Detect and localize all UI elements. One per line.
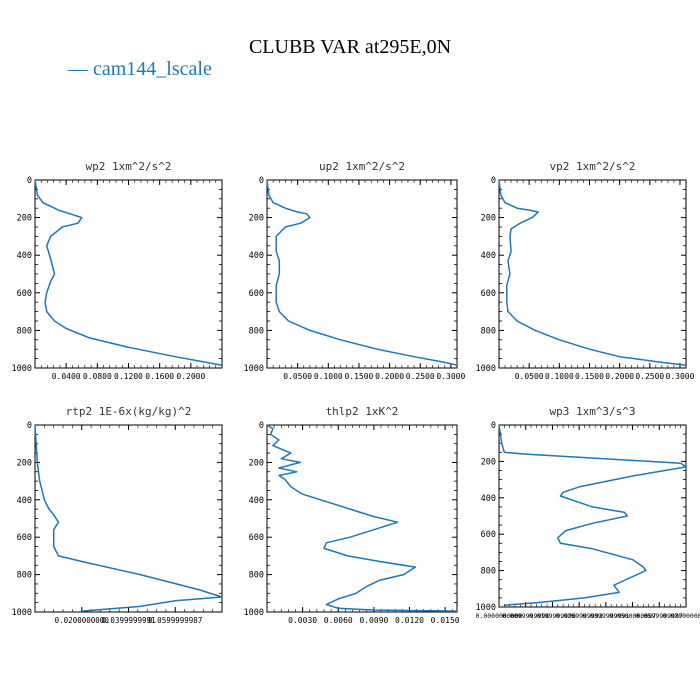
y-tick-label: 200 bbox=[249, 458, 264, 468]
x-tick-label: 0.0060 bbox=[324, 616, 353, 625]
panel-title: vp2 1xm^2/s^2 bbox=[549, 160, 635, 173]
y-tick-label: 0 bbox=[259, 176, 264, 186]
y-tick-label: 200 bbox=[481, 214, 496, 224]
x-tick-label: 0.0700000003 bbox=[663, 612, 700, 620]
plot-frame bbox=[34, 424, 223, 613]
series-line bbox=[498, 179, 687, 366]
y-tick-label: 400 bbox=[17, 496, 32, 506]
y-tick-label: 800 bbox=[17, 326, 32, 336]
panel-title: rtp2 1E-6x(kg/kg)^2 bbox=[66, 405, 192, 418]
legend-entry: — cam144_lscale bbox=[68, 58, 212, 81]
panel-5: thlp2 1xK^2 0 200 400 600 800 1000 0.0030 0.0060… bbox=[244, 405, 460, 625]
panel-1: wp2 1xm^2/s^2 0 200 400 600 800 1000 0.0400 0.08… bbox=[12, 160, 223, 381]
panel-3: vp2 1xm^2/s^2 0 200 400 600 800 1000 0.0500 0.10… bbox=[476, 160, 695, 381]
y-tick-label: 1000 bbox=[476, 364, 496, 374]
y-tick-label: 600 bbox=[17, 533, 32, 543]
x-tick-label: 0.3000 bbox=[666, 372, 695, 381]
x-tick-label: 0.0599999987 bbox=[636, 612, 683, 620]
x-tick-label: 0.1500 bbox=[575, 372, 604, 381]
x-tick-label: 0.0000000000 bbox=[476, 612, 523, 620]
x-tick-label: 0.1600 bbox=[145, 372, 174, 381]
panel-4: rtp2 1E-6x(kg/kg)^2 0 200 400 600 800 1000 0.02… bbox=[12, 405, 223, 625]
chart-title: CLUBB VAR at295E,0N bbox=[248, 36, 452, 58]
y-tick-label: 400 bbox=[17, 251, 32, 261]
x-tick-label: 0.0200000000 bbox=[55, 616, 110, 625]
y-tick-label: 400 bbox=[249, 251, 264, 261]
series-line bbox=[266, 424, 458, 612]
y-tick-label: 200 bbox=[249, 214, 264, 224]
x-tick-label: 0.2500 bbox=[635, 372, 664, 381]
plot-frame bbox=[266, 179, 458, 369]
y-tick-label: 800 bbox=[481, 326, 496, 336]
x-tick-label: 0.3000 bbox=[436, 372, 465, 381]
y-tick-label: 400 bbox=[481, 251, 496, 261]
y-tick-label: 0 bbox=[27, 421, 32, 431]
x-tick-label: 0.2500 bbox=[406, 372, 435, 381]
y-tick-label: 800 bbox=[17, 571, 32, 581]
y-tick-label: 400 bbox=[249, 496, 264, 506]
y-tick-label: 200 bbox=[481, 457, 496, 467]
x-tick-label: 0.0399999991 bbox=[582, 612, 629, 620]
y-tick-label: 800 bbox=[249, 326, 264, 336]
y-tick-label: 1000 bbox=[12, 608, 32, 618]
y-tick-label: 1000 bbox=[12, 364, 32, 374]
y-tick-label: 0 bbox=[27, 176, 32, 186]
plot-frame bbox=[266, 424, 458, 613]
y-tick-label: 1000 bbox=[244, 608, 264, 618]
plot-frame bbox=[498, 424, 687, 608]
series-line bbox=[34, 424, 223, 612]
panel-title: wp2 1xm^2/s^2 bbox=[85, 160, 171, 173]
x-tick-label: 0.0500 bbox=[283, 372, 312, 381]
y-tick-label: 400 bbox=[481, 494, 496, 504]
x-tick-label: 0.2000 bbox=[176, 372, 205, 381]
y-tick-label: 600 bbox=[17, 289, 32, 299]
x-tick-label: 0.0150 bbox=[431, 616, 460, 625]
y-tick-label: 0 bbox=[491, 176, 496, 186]
x-tick-label: 0.1000 bbox=[545, 372, 574, 381]
panel-title: thlp2 1xK^2 bbox=[326, 405, 399, 418]
plot-frame bbox=[34, 179, 223, 369]
x-tick-label: 0.1200 bbox=[114, 372, 143, 381]
x-tick-label: 0.0099999998 bbox=[502, 612, 549, 620]
y-tick-label: 200 bbox=[17, 458, 32, 468]
panel-6: wp3 1xm^3/s^3 0 200 400 600 800 10000.00000000… bbox=[476, 405, 700, 620]
plot-frame bbox=[498, 179, 687, 369]
y-tick-label: 600 bbox=[249, 533, 264, 543]
x-tick-label: 0.2000 bbox=[605, 372, 634, 381]
x-tick-label: 0.0299999993 bbox=[556, 612, 603, 620]
y-tick-label: 200 bbox=[17, 214, 32, 224]
y-tick-label: 800 bbox=[249, 571, 264, 581]
panel-title: up2 1xm^2/s^2 bbox=[319, 160, 405, 173]
legend-label: cam144_lscale bbox=[93, 58, 212, 80]
panel-title: wp3 1xm^3/s^3 bbox=[549, 405, 635, 418]
y-tick-label: 600 bbox=[481, 289, 496, 299]
legend-line-glyph: — bbox=[68, 58, 88, 80]
x-tick-label: 0.0030 bbox=[288, 616, 317, 625]
x-tick-label: 0.0800 bbox=[83, 372, 112, 381]
x-tick-label: 0.0500 bbox=[515, 372, 544, 381]
x-tick-label: 0.0599999987 bbox=[148, 616, 202, 625]
series-line bbox=[34, 179, 223, 366]
x-tick-label: 0.1000 bbox=[314, 372, 343, 381]
y-tick-label: 800 bbox=[481, 567, 496, 577]
y-tick-label: 600 bbox=[481, 530, 496, 540]
y-tick-label: 0 bbox=[491, 421, 496, 431]
series-line bbox=[266, 179, 458, 366]
x-tick-label: 0.1500 bbox=[344, 372, 373, 381]
x-tick-label: 0.0120 bbox=[395, 616, 424, 625]
y-tick-label: 1000 bbox=[244, 364, 264, 374]
series-line bbox=[498, 424, 687, 606]
x-tick-label: 0.0500000007 bbox=[609, 612, 656, 620]
y-tick-label: 0 bbox=[259, 421, 264, 431]
panel-2: up2 1xm^2/s^2 0 200 400 600 800 1000 0.0500 0.10… bbox=[244, 160, 466, 381]
x-tick-label: 0.0400 bbox=[52, 372, 81, 381]
x-tick-label: 0.2000 bbox=[375, 372, 404, 381]
y-tick-label: 600 bbox=[249, 289, 264, 299]
x-tick-label: 0.0199999996 bbox=[529, 612, 576, 620]
y-tick-label: 1000 bbox=[476, 603, 496, 613]
x-tick-label: 0.0090 bbox=[359, 616, 388, 625]
x-tick-label: 0.0399999991 bbox=[101, 616, 155, 625]
